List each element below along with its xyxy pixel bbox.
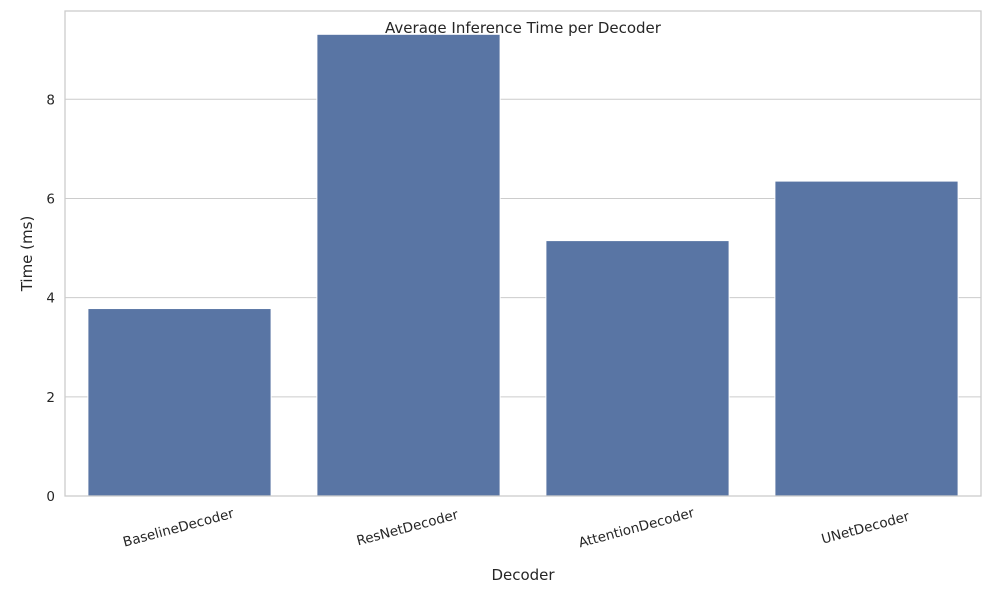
y-axis-label: Time (ms) xyxy=(18,216,36,293)
y-tick-label: 2 xyxy=(46,390,55,406)
plot-frame xyxy=(64,10,982,497)
y-tick-label: 0 xyxy=(46,489,55,505)
chart-title: Average Inference Time per Decoder xyxy=(385,19,662,37)
bars xyxy=(87,33,959,497)
x-tick-label: UNetDecoder xyxy=(820,509,912,548)
x-tick-labels: BaselineDecoder ResNetDecoder AttentionDec… xyxy=(121,505,911,551)
x-tick-label: AttentionDecoder xyxy=(577,505,697,551)
bar xyxy=(87,308,272,497)
y-tick-label: 6 xyxy=(46,191,55,207)
bar xyxy=(774,180,959,497)
x-tick-label: BaselineDecoder xyxy=(121,506,236,551)
y-tick-label: 8 xyxy=(46,92,55,108)
bar xyxy=(545,240,730,497)
y-tick-label: 4 xyxy=(46,291,55,307)
bar xyxy=(316,33,501,497)
y-tick-labels: 0 2 4 6 8 xyxy=(46,92,55,505)
x-axis-label: Decoder xyxy=(491,566,555,584)
x-tick-label: ResNetDecoder xyxy=(355,507,461,550)
